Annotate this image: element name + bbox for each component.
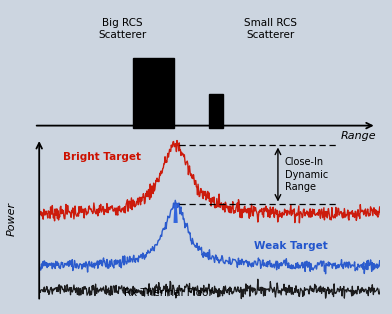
Text: Bright Target: Bright Target: [63, 152, 141, 162]
Text: Range: Range: [341, 131, 377, 141]
Bar: [133, 58, 174, 128]
Text: Big RCS
Scatterer: Big RCS Scatterer: [98, 18, 147, 40]
Text: Close-In
Dynamic
Range: Close-In Dynamic Range: [285, 157, 328, 192]
Text: Power: Power: [7, 202, 17, 236]
Text: Small RCS
Scatterer: Small RCS Scatterer: [244, 18, 297, 40]
Text: Rx Thermal Floor: Rx Thermal Floor: [124, 288, 213, 298]
Bar: [209, 94, 223, 128]
Text: Weak Target: Weak Target: [254, 241, 328, 251]
